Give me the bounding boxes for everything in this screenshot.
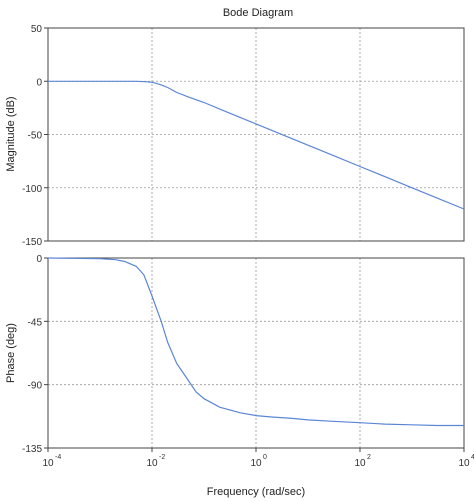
chart-title: Bode Diagram bbox=[223, 7, 293, 19]
phase-y-tick-label: 0 bbox=[36, 254, 42, 265]
magnitude-y-ticks: 50 0 -50 -100 -150 bbox=[22, 24, 48, 248]
x-tick-label: 10 bbox=[458, 458, 470, 469]
magnitude-series-line bbox=[48, 80, 465, 210]
magnitude-axis-label: Magnitude (dB) bbox=[5, 96, 17, 171]
x-tick-label: 10 bbox=[42, 458, 54, 469]
x-tick-label: 10 bbox=[354, 458, 366, 469]
phase-axis-label: Phase (deg) bbox=[5, 323, 17, 383]
magnitude-panel: 50 0 -50 -100 -150 Magnitude (dB) bbox=[5, 24, 465, 248]
phase-y-ticks: 0 -45 -90 -135 bbox=[22, 254, 48, 455]
magnitude-y-tick-label: 50 bbox=[31, 24, 43, 35]
frequency-axis-label: Frequency (rad/sec) bbox=[207, 486, 305, 498]
phase-series-line bbox=[47, 257, 464, 427]
magnitude-y-tick-label: 0 bbox=[36, 77, 42, 88]
x-tick-exponent: -2 bbox=[159, 454, 165, 461]
x-tick-exponent: 0 bbox=[263, 454, 267, 461]
phase-grid bbox=[48, 258, 464, 448]
x-tick-exponent: 2 bbox=[367, 454, 371, 461]
x-tick-exponent: -4 bbox=[55, 454, 61, 461]
x-tick-label: 10 bbox=[146, 458, 158, 469]
phase-y-tick-label: -135 bbox=[22, 444, 42, 455]
phase-y-tick-label: -90 bbox=[28, 381, 43, 392]
x-tick-label: 10 bbox=[250, 458, 262, 469]
magnitude-y-tick-label: -50 bbox=[28, 131, 43, 142]
x-tick-exponent: 4 bbox=[471, 454, 474, 461]
magnitude-y-tick-label: -150 bbox=[22, 237, 42, 248]
magnitude-y-tick-label: -100 bbox=[22, 184, 42, 195]
magnitude-grid bbox=[48, 28, 464, 241]
phase-y-tick-label: -45 bbox=[28, 317, 43, 328]
phase-panel: 0 -45 -90 -135 Phase (deg) bbox=[5, 254, 465, 455]
